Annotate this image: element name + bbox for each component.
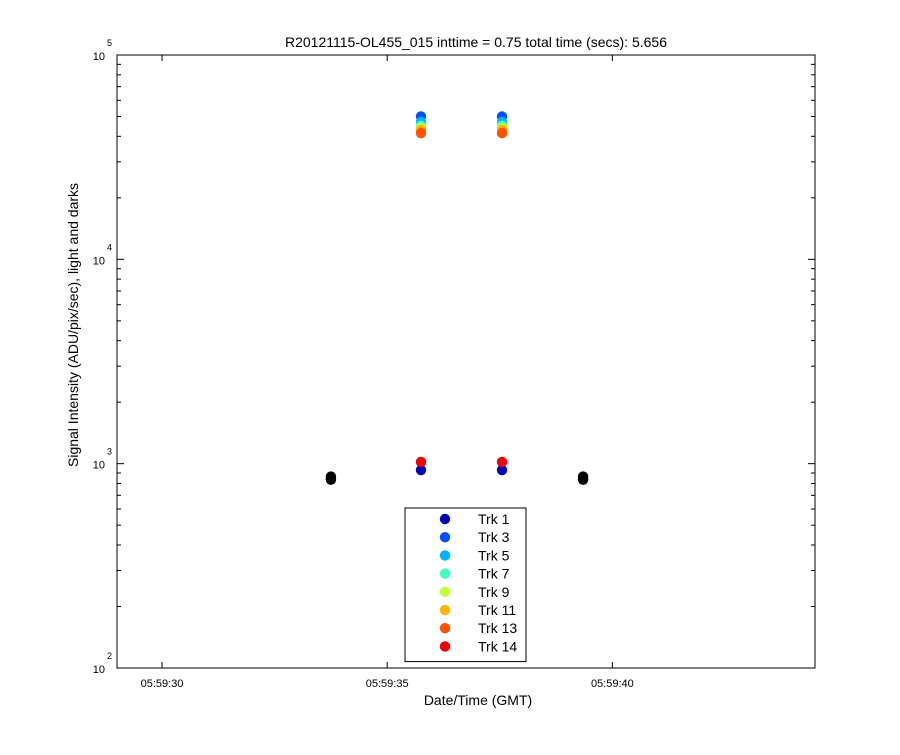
x-tick-label: 05:59:35 [366, 678, 409, 690]
x-tick-label: 05:59:40 [591, 678, 634, 690]
legend-marker [439, 586, 451, 597]
y-tick-exponent: 2 [107, 651, 112, 661]
point-trk-14 [496, 456, 508, 468]
x-axis-ticks: 05:59:30 05:59:35 05:59:40 [141, 55, 634, 690]
legend-label: Trk 9 [478, 584, 510, 600]
legend-label: Trk 5 [478, 547, 510, 563]
y-tick-exponent: 5 [107, 38, 112, 48]
chart-title: R20121115-OL455_015 inttime = 0.75 total… [285, 34, 667, 50]
point-trk-14 [415, 456, 427, 468]
x-axis-label: Date/Time (GMT) [424, 692, 532, 708]
point-trk-13 [496, 127, 508, 139]
legend-marker [439, 532, 451, 543]
legend-label: Trk 1 [478, 511, 510, 527]
y-tick-label: 10 [93, 460, 105, 472]
data-points [325, 111, 589, 485]
legend-label: Trk 7 [478, 566, 510, 582]
legend-label: Trk 3 [478, 529, 510, 545]
y-tick-exponent: 4 [107, 242, 112, 252]
legend-marker [439, 641, 451, 652]
point-trk-1 [496, 464, 508, 476]
legend: Trk 1 Trk 3 Trk 5 Trk 7 Trk 9 Trk 11 Trk 13 Trk… [404, 507, 527, 663]
legend-marker [439, 623, 451, 634]
legend-marker [439, 550, 451, 561]
legend-marker [439, 604, 451, 616]
legend-marker [439, 568, 451, 579]
y-axis-label: Signal Intensity (ADU/pix/sec), light an… [65, 183, 81, 467]
x-tick-label: 05:59:30 [141, 678, 184, 690]
point-dark [577, 471, 589, 482]
point-dark [325, 471, 337, 482]
legend-label: Trk 13 [478, 620, 517, 636]
y-tick-label: 10 [93, 51, 105, 63]
legend-box [404, 507, 527, 663]
y-tick-exponent: 3 [107, 447, 112, 457]
point-trk-13 [415, 127, 427, 139]
point-trk-1 [415, 464, 427, 476]
legend-marker [439, 513, 451, 525]
y-tick-label: 10 [93, 255, 105, 267]
legend-label: Trk 11 [478, 602, 516, 618]
legend-label: Trk 14 [478, 638, 517, 654]
y-tick-label: 10 [93, 664, 105, 676]
